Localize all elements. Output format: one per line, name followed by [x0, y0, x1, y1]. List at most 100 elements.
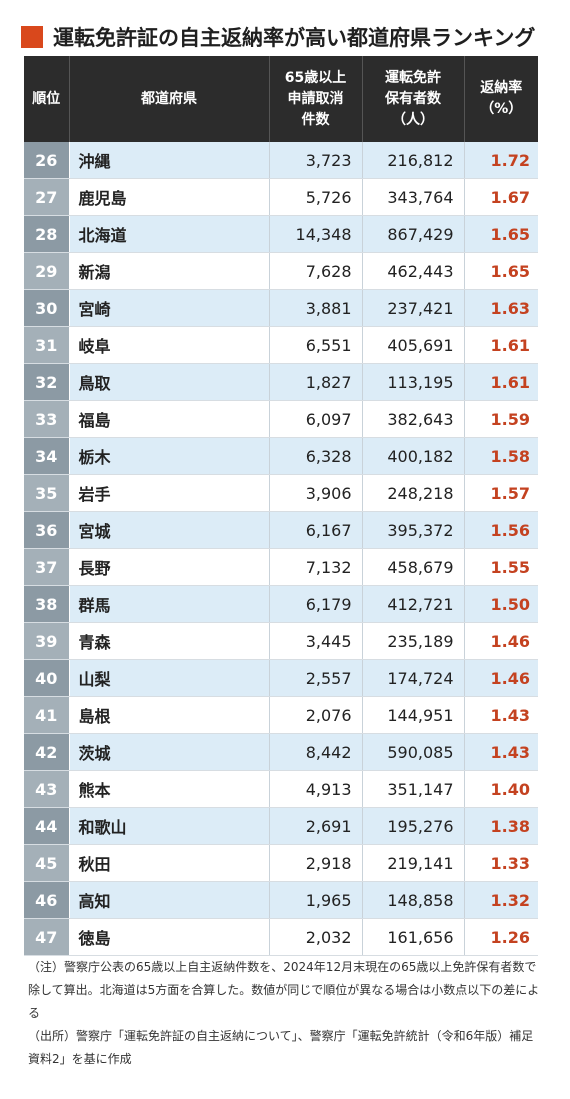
rank-cell: 42 — [24, 733, 70, 771]
rank-cell: 28 — [24, 215, 70, 253]
rate-cell: 1.46 — [464, 622, 538, 660]
holders-cell: 405,691 — [362, 326, 465, 364]
rank-cell: 47 — [24, 918, 70, 956]
holders-cell: 161,656 — [362, 918, 465, 956]
rank-cell: 39 — [24, 622, 70, 660]
table-row: 28 北海道 14,348 867,429 1.65 — [24, 215, 538, 253]
prefecture-cell: 栃木 — [69, 437, 270, 475]
prefecture-cell: 秋田 — [69, 844, 270, 882]
cancellations-cell: 3,445 — [269, 622, 363, 660]
cancellations-cell: 6,179 — [269, 585, 363, 623]
prefecture-cell: 岩手 — [69, 474, 270, 512]
cancellations-cell: 4,913 — [269, 770, 363, 808]
rank-cell: 41 — [24, 696, 70, 734]
rate-cell: 1.55 — [464, 548, 538, 586]
table-row: 41 島根 2,076 144,951 1.43 — [24, 696, 538, 734]
table-row: 35 岩手 3,906 248,218 1.57 — [24, 474, 538, 512]
cancellations-cell: 3,881 — [269, 289, 363, 327]
cancellations-cell: 6,167 — [269, 511, 363, 549]
table-row: 43 熊本 4,913 351,147 1.40 — [24, 770, 538, 808]
holders-cell: 174,724 — [362, 659, 465, 697]
holders-cell: 462,443 — [362, 252, 465, 290]
prefecture-cell: 徳島 — [69, 918, 270, 956]
rank-cell: 34 — [24, 437, 70, 475]
prefecture-cell: 北海道 — [69, 215, 270, 253]
table-body: 26 沖縄 3,723 216,812 1.72 27 鹿児島 5,726 343,764 1.6… — [24, 142, 538, 956]
rate-cell: 1.57 — [464, 474, 538, 512]
header-prefecture: 都道府県 — [69, 56, 270, 142]
rate-cell: 1.56 — [464, 511, 538, 549]
prefecture-cell: 和歌山 — [69, 807, 270, 845]
holders-cell: 412,721 — [362, 585, 465, 623]
holders-cell: 343,764 — [362, 178, 465, 216]
prefecture-cell: 青森 — [69, 622, 270, 660]
rate-cell: 1.59 — [464, 400, 538, 438]
rate-cell: 1.65 — [464, 252, 538, 290]
title-marker-icon — [21, 26, 43, 48]
rate-cell: 1.43 — [464, 733, 538, 771]
holders-cell: 351,147 — [362, 770, 465, 808]
holders-cell: 219,141 — [362, 844, 465, 882]
rate-cell: 1.61 — [464, 363, 538, 401]
prefecture-cell: 島根 — [69, 696, 270, 734]
holders-cell: 248,218 — [362, 474, 465, 512]
rate-cell: 1.33 — [464, 844, 538, 882]
rank-cell: 40 — [24, 659, 70, 697]
rate-cell: 1.65 — [464, 215, 538, 253]
rank-cell: 38 — [24, 585, 70, 623]
table-row: 47 徳島 2,032 161,656 1.26 — [24, 918, 538, 956]
footnote-note: （注）警察庁公表の65歳以上自主返納件数を、2024年12月末現在の65歳以上免… — [28, 960, 540, 1020]
rank-cell: 36 — [24, 511, 70, 549]
prefecture-cell: 宮城 — [69, 511, 270, 549]
holders-cell: 458,679 — [362, 548, 465, 586]
cancellations-cell: 2,918 — [269, 844, 363, 882]
rank-cell: 29 — [24, 252, 70, 290]
rank-cell: 26 — [24, 142, 70, 179]
table-row: 29 新潟 7,628 462,443 1.65 — [24, 252, 538, 290]
cancellations-cell: 6,328 — [269, 437, 363, 475]
prefecture-cell: 茨城 — [69, 733, 270, 771]
footnote-source: （出所）警察庁「運転免許証の自主返納について」、警察庁「運転免許統計（令和6年版… — [28, 1029, 534, 1066]
holders-cell: 148,858 — [362, 881, 465, 919]
table-row: 32 鳥取 1,827 113,195 1.61 — [24, 363, 538, 401]
holders-cell: 144,951 — [362, 696, 465, 734]
rate-cell: 1.46 — [464, 659, 538, 697]
holders-cell: 590,085 — [362, 733, 465, 771]
holders-cell: 867,429 — [362, 215, 465, 253]
prefecture-cell: 鳥取 — [69, 363, 270, 401]
cancellations-cell: 5,726 — [269, 178, 363, 216]
rate-cell: 1.72 — [464, 142, 538, 179]
header-rate: 返納率 （%） — [464, 56, 538, 142]
holders-cell: 237,421 — [362, 289, 465, 327]
holders-cell: 195,276 — [362, 807, 465, 845]
holders-cell: 400,182 — [362, 437, 465, 475]
table-row: 44 和歌山 2,691 195,276 1.38 — [24, 807, 538, 845]
page-title: 運転免許証の自主返納率が高い都道府県ランキング — [53, 26, 536, 50]
cancellations-cell: 3,723 — [269, 142, 363, 179]
rate-cell: 1.63 — [464, 289, 538, 327]
rank-cell: 45 — [24, 844, 70, 882]
rank-cell: 46 — [24, 881, 70, 919]
holders-cell: 235,189 — [362, 622, 465, 660]
header-cancellations: 65歳以上 申請取消 件数 — [269, 56, 363, 142]
prefecture-cell: 沖縄 — [69, 142, 270, 179]
holders-cell: 382,643 — [362, 400, 465, 438]
header-rank: 順位 — [24, 56, 70, 142]
cancellations-cell: 2,076 — [269, 696, 363, 734]
cancellations-cell: 2,557 — [269, 659, 363, 697]
rank-cell: 31 — [24, 326, 70, 364]
cancellations-cell: 1,827 — [269, 363, 363, 401]
table-row: 31 岐阜 6,551 405,691 1.61 — [24, 326, 538, 364]
cancellations-cell: 2,032 — [269, 918, 363, 956]
table-header-row: 順位 都道府県 65歳以上 申請取消 件数 運転免許 保有者数 （人） 返納率 … — [24, 56, 538, 142]
table-row: 39 青森 3,445 235,189 1.46 — [24, 622, 538, 660]
prefecture-cell: 宮崎 — [69, 289, 270, 327]
rate-cell: 1.32 — [464, 881, 538, 919]
prefecture-cell: 長野 — [69, 548, 270, 586]
rate-cell: 1.26 — [464, 918, 538, 956]
header-holders: 運転免許 保有者数 （人） — [362, 56, 465, 142]
rank-cell: 35 — [24, 474, 70, 512]
cancellations-cell: 1,965 — [269, 881, 363, 919]
cancellations-cell: 7,628 — [269, 252, 363, 290]
prefecture-cell: 新潟 — [69, 252, 270, 290]
